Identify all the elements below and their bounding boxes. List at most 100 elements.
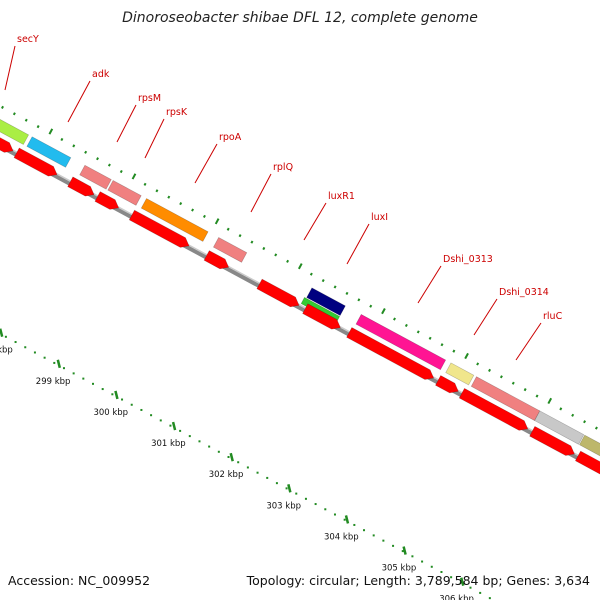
scale-dot <box>188 435 191 438</box>
gene-rpsK-shape <box>107 180 142 206</box>
outer-tick-mark <box>594 426 598 430</box>
scale-dot <box>372 534 375 537</box>
gene-label-rpsM: rpsM <box>138 93 161 104</box>
scale-label: 304 kbp <box>324 532 359 542</box>
scale-dot <box>4 335 7 338</box>
outer-tick-mark <box>238 234 242 238</box>
outer-tick-mark <box>1 105 4 109</box>
scale-dot <box>353 523 356 526</box>
label-leader-line <box>417 265 442 304</box>
scale-dot <box>62 367 65 370</box>
scale-major-tick <box>114 390 119 400</box>
scale-dot <box>421 560 424 563</box>
scale-dot <box>227 456 230 459</box>
scale-dot <box>179 429 182 432</box>
scale-dot <box>411 555 414 558</box>
gene-label-rpoA: rpoA <box>219 132 242 143</box>
gene-unnamed-grey-shape <box>534 410 585 445</box>
gene-label-adk: adk <box>92 69 110 80</box>
outer-tick-mark <box>60 137 64 142</box>
outer-tick-mark <box>309 272 313 276</box>
outer-tick-mark <box>404 323 408 328</box>
scale-dot <box>169 424 172 427</box>
scale-dot <box>469 586 472 589</box>
scale-label: 306 kbp <box>439 595 474 600</box>
scale-dot <box>130 403 133 406</box>
scale-label: 301 kbp <box>151 439 186 449</box>
scale-dot <box>343 518 346 521</box>
scale-dot <box>324 508 327 511</box>
map-title: Dinoroseobacter shibae DFL 12, complete … <box>122 10 478 26</box>
cds-arrow-shape <box>0 121 14 153</box>
gene-label-secY: secY <box>17 34 39 45</box>
scale-dot <box>401 550 404 553</box>
cds-arrow <box>529 425 575 456</box>
cds-arrow <box>13 147 58 177</box>
gene-unnamed-grey <box>534 410 585 445</box>
outer-tick-mark <box>488 368 491 372</box>
gene-Dshi_0313 <box>355 314 447 371</box>
scale-dot <box>159 419 162 422</box>
outer-tick-mark <box>143 182 147 186</box>
gene-rpsM <box>79 164 112 190</box>
scale-dot <box>459 581 462 584</box>
scale-dot <box>479 591 482 594</box>
cds-arrow <box>346 327 435 380</box>
scale-dot <box>440 570 443 573</box>
scale-label: 300 kbp <box>93 408 128 418</box>
scale-label: 305 kbp <box>382 564 417 574</box>
label-leader-line <box>515 322 542 361</box>
gene-label-rluC: rluC <box>543 311 563 322</box>
cds-arrow-shape <box>529 425 575 456</box>
gene-label-Dshi_0314: Dshi_0314 <box>499 287 549 298</box>
cds-arrow-shape <box>94 191 120 210</box>
cds-arrow-shape <box>13 147 58 177</box>
scale-dot <box>24 346 27 349</box>
label-leader-line <box>194 143 218 184</box>
scale-dot <box>285 487 288 490</box>
outer-tick-mark <box>226 227 230 231</box>
scale-dot <box>14 341 17 344</box>
gene-rpoA <box>140 198 209 242</box>
outer-tick-mark <box>559 407 563 411</box>
cds-arrow <box>128 209 190 248</box>
scale-dot <box>314 503 317 506</box>
outer-tick-mark <box>357 298 361 302</box>
scale-dot <box>43 356 46 359</box>
scale-dot <box>72 372 75 375</box>
gene-rpsM-shape <box>79 164 112 190</box>
label-leader-line <box>144 118 165 159</box>
scale-dot <box>382 539 385 542</box>
scale-dot <box>333 513 336 516</box>
outer-tick-mark <box>393 317 396 321</box>
outer-tick-mark <box>12 112 16 116</box>
outer-tick-mark <box>131 173 137 180</box>
scale-dot <box>150 414 153 417</box>
gene-adk <box>26 136 72 168</box>
outer-tick-mark <box>274 253 278 257</box>
label-leader-line <box>473 298 498 336</box>
scale-major-tick <box>402 546 407 555</box>
gene-label-luxR1: luxR1 <box>328 191 355 202</box>
outer-tick-mark <box>547 397 553 405</box>
gene-rpoA-shape <box>140 198 209 242</box>
outer-tick-mark <box>214 218 220 225</box>
scale-dot <box>266 476 269 479</box>
cds-arrow-shape <box>128 209 190 248</box>
scale-dot <box>121 398 124 401</box>
scale-dot <box>140 408 143 411</box>
outer-tick-mark <box>107 163 111 167</box>
outer-tick-mark <box>321 278 325 283</box>
cds-arrow-shape <box>574 450 600 481</box>
gene-secY-shape <box>0 107 29 145</box>
scale-dot <box>295 492 298 495</box>
scale-major-tick <box>287 484 292 493</box>
outer-tick-mark <box>511 381 515 385</box>
cds-arrow <box>0 121 14 153</box>
outer-tick-mark <box>333 285 337 289</box>
outer-tick-mark <box>571 413 575 417</box>
scale-dot <box>92 382 95 385</box>
scale-label: 303 kbp <box>266 501 301 511</box>
outer-tick-mark <box>452 349 456 353</box>
